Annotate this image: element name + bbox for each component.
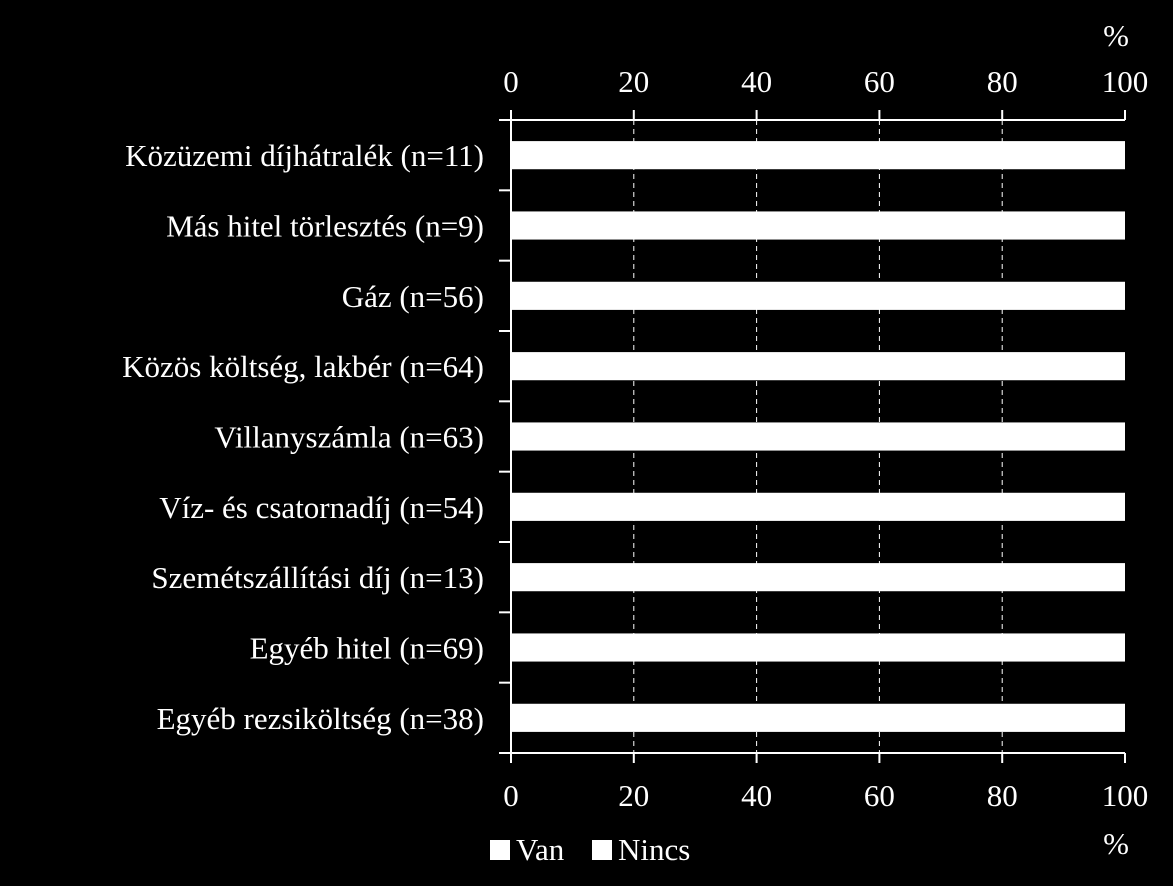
- category-label: Közös költség, lakbér (n=64): [122, 349, 484, 384]
- legend-label-nincs: Nincs: [618, 832, 690, 867]
- labels: Közüzemi díjhátralék (n=11) Más hitel tör…: [122, 64, 1148, 813]
- axes: [499, 110, 1126, 763]
- bar-van-6: [511, 563, 1125, 592]
- bar-van-0: [511, 141, 1125, 170]
- category-label: Víz- és csatornadíj (n=54): [159, 490, 484, 525]
- category-label: Egyéb rezsiköltség (n=38): [157, 701, 484, 736]
- bars: [511, 141, 1125, 732]
- bar-van-5: [511, 492, 1125, 521]
- x-tick-label-top: 20: [618, 64, 649, 99]
- x-tick-label-bottom: 60: [864, 778, 895, 813]
- category-label: Más hitel törlesztés (n=9): [166, 209, 484, 244]
- legend-swatch-van: [490, 840, 510, 860]
- x-tick-label-bottom: 100: [1102, 778, 1149, 813]
- category-label: Közüzemi díjhátralék (n=11): [125, 138, 484, 173]
- x-tick-label-top: 80: [987, 64, 1018, 99]
- legend: Van Nincs: [490, 832, 690, 867]
- category-label: Egyéb hitel (n=69): [250, 631, 484, 666]
- x-tick-label-top: 0: [503, 64, 519, 99]
- legend-swatch-nincs: [592, 840, 612, 860]
- x-tick-label-top: 40: [741, 64, 772, 99]
- unit-label-bottom: %: [1103, 826, 1129, 861]
- x-tick-label-bottom: 40: [741, 778, 772, 813]
- x-tick-label-bottom: 20: [618, 778, 649, 813]
- bar-van-4: [511, 422, 1125, 451]
- legend-label-van: Van: [516, 832, 565, 867]
- x-tick-label-bottom: 0: [503, 778, 519, 813]
- bar-van-7: [511, 633, 1125, 662]
- bar-van-3: [511, 352, 1125, 381]
- x-tick-label-top: 100: [1102, 64, 1149, 99]
- category-label: Villanyszámla (n=63): [214, 420, 484, 455]
- unit-label-top: %: [1103, 18, 1129, 53]
- bar-van-1: [511, 211, 1125, 240]
- bar-van-2: [511, 281, 1125, 310]
- x-tick-label-bottom: 80: [987, 778, 1018, 813]
- category-label: Gáz (n=56): [342, 279, 484, 314]
- x-tick-label-top: 60: [864, 64, 895, 99]
- category-label: Szemétszállítási díj (n=13): [151, 560, 484, 595]
- bar-van-8: [511, 703, 1125, 732]
